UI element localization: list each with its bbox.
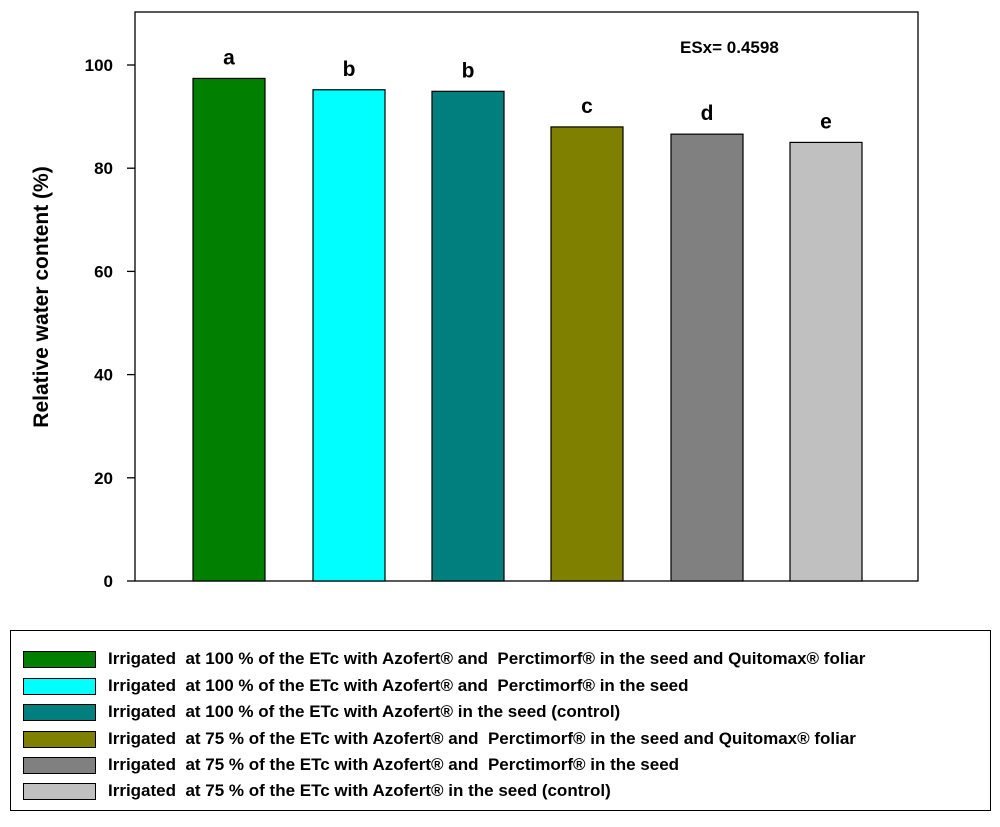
legend-swatch	[23, 730, 96, 748]
bar	[789, 141, 863, 582]
y-tick-label: 100	[85, 56, 113, 75]
legend-swatch	[23, 650, 96, 668]
bar	[431, 90, 505, 582]
legend-swatch	[23, 782, 96, 800]
y-tick-label: 20	[94, 469, 113, 488]
legend-swatch	[23, 756, 96, 774]
significance-letter: b	[462, 59, 475, 82]
significance-letter: d	[701, 102, 714, 125]
significance-letter: a	[223, 46, 235, 69]
y-tick-label: 80	[94, 159, 113, 178]
y-tick-label: 0	[104, 572, 113, 591]
significance-letter: e	[820, 110, 832, 133]
legend-item: Irrigated at 75 % of the ETc with Azofer…	[23, 755, 679, 775]
bar	[550, 126, 624, 582]
legend-label: Irrigated at 100 % of the ETc with Azofe…	[108, 702, 621, 721]
plot-frame	[134, 11, 919, 582]
legend: Irrigated at 100 % of the ETc with Azofe…	[10, 630, 991, 811]
legend-item: Irrigated at 75 % of the ETc with Azofer…	[23, 781, 611, 801]
legend-item: Irrigated at 100 % of the ETc with Azofe…	[23, 702, 620, 722]
legend-label: Irrigated at 75 % of the ETc with Azofer…	[108, 755, 680, 774]
legend-label: Irrigated at 75 % of the ETc with Azofer…	[108, 729, 856, 748]
bar	[312, 89, 386, 582]
legend-item: Irrigated at 100 % of the ETc with Azofe…	[23, 676, 689, 696]
legend-item: Irrigated at 100 % of the ETc with Azofe…	[23, 649, 865, 669]
legend-label: Irrigated at 75 % of the ETc with Azofer…	[108, 781, 611, 800]
significance-letter: c	[581, 95, 593, 118]
y-axis-label: Relative water content (%)	[30, 166, 53, 427]
bar	[192, 77, 266, 582]
bar	[670, 133, 744, 582]
legend-item: Irrigated at 75 % of the ETc with Azofer…	[23, 729, 856, 749]
bar-chart: 0 20 40 60 80 100 Relative water content (%) ES…	[30, 11, 919, 591]
legend-swatch	[23, 703, 96, 721]
legend-label: Irrigated at 100 % of the ETc with Azofe…	[108, 676, 689, 695]
legend-label: Irrigated at 100 % of the ETc with Azofe…	[108, 649, 866, 668]
y-tick-label: 40	[94, 366, 113, 385]
significance-letter: b	[343, 58, 356, 81]
y-tick-label: 60	[94, 262, 113, 281]
annotation-esx: ESx= 0.4598	[680, 38, 779, 57]
legend-swatch	[23, 677, 96, 695]
